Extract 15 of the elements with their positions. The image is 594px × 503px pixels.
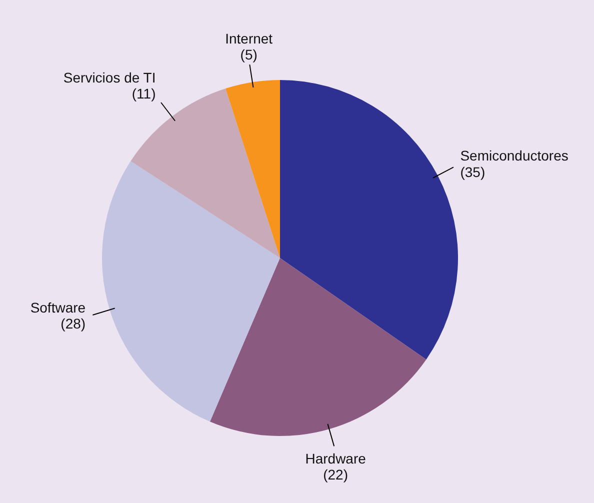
data-label: (28) [60, 316, 86, 332]
slice-label: Servicios de TI [63, 69, 156, 86]
data-label: (5) [240, 46, 258, 62]
slice-label: Semiconductores [460, 148, 568, 164]
slice-label: Hardware [305, 450, 366, 466]
pie-slice [280, 80, 458, 360]
pie-slice [226, 80, 280, 258]
pie-slice [102, 161, 280, 422]
slice-label: Internet [225, 30, 273, 46]
data-label: (22) [323, 466, 348, 482]
pie-slice [130, 88, 280, 258]
slice-label: Software [30, 300, 86, 316]
pie-slice [210, 258, 426, 436]
data-label: (35) [460, 164, 486, 180]
data-label: (11) [132, 85, 156, 102]
